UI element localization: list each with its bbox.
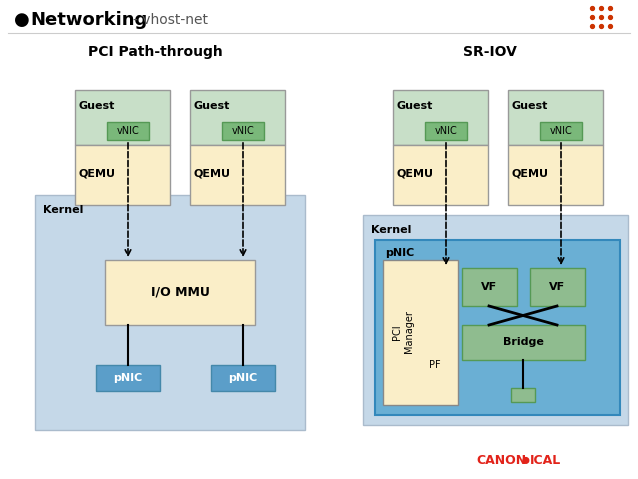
Text: QEMU: QEMU bbox=[193, 168, 230, 178]
Bar bbox=[511, 388, 535, 402]
Text: ICAL: ICAL bbox=[530, 454, 561, 467]
Bar bbox=[75, 90, 170, 145]
Text: Guest: Guest bbox=[79, 101, 115, 111]
Bar bbox=[96, 365, 160, 391]
Bar bbox=[35, 195, 305, 430]
Text: vNIC: vNIC bbox=[232, 126, 255, 136]
Text: QEMU: QEMU bbox=[396, 168, 433, 178]
Text: Guest: Guest bbox=[194, 101, 230, 111]
Text: VF: VF bbox=[549, 282, 565, 292]
Text: Kernel: Kernel bbox=[371, 225, 411, 235]
Text: vNIC: vNIC bbox=[117, 126, 139, 136]
Text: PCI
Manager: PCI Manager bbox=[392, 310, 414, 354]
Bar bbox=[462, 325, 585, 360]
Text: ●: ● bbox=[14, 11, 30, 29]
Bar bbox=[508, 145, 603, 205]
Bar bbox=[363, 215, 628, 425]
Text: vNIC: vNIC bbox=[549, 126, 572, 136]
Text: Guest: Guest bbox=[512, 101, 548, 111]
Bar bbox=[107, 122, 149, 140]
Bar bbox=[508, 90, 603, 145]
Bar bbox=[190, 145, 285, 205]
Text: vNIC: vNIC bbox=[434, 126, 457, 136]
Bar bbox=[75, 145, 170, 205]
Bar bbox=[425, 122, 467, 140]
Text: pNIC: pNIC bbox=[228, 373, 258, 383]
Bar bbox=[393, 90, 488, 145]
Bar bbox=[383, 260, 458, 405]
Bar bbox=[105, 260, 255, 325]
Bar bbox=[190, 90, 285, 145]
Bar bbox=[540, 122, 582, 140]
Text: PF: PF bbox=[429, 360, 441, 370]
Bar bbox=[393, 145, 488, 205]
Text: I/O MMU: I/O MMU bbox=[151, 285, 209, 298]
Text: pNIC: pNIC bbox=[385, 248, 415, 258]
Bar bbox=[530, 268, 585, 306]
Bar bbox=[462, 268, 517, 306]
Text: Bridge: Bridge bbox=[503, 337, 544, 347]
Bar bbox=[222, 122, 264, 140]
Text: Kernel: Kernel bbox=[43, 205, 83, 215]
Text: pNIC: pNIC bbox=[114, 373, 143, 383]
Text: QEMU: QEMU bbox=[78, 168, 115, 178]
Text: SR-IOV: SR-IOV bbox=[463, 45, 517, 59]
Text: - vhost-net: - vhost-net bbox=[133, 13, 208, 27]
Text: ⬤: ⬤ bbox=[522, 456, 530, 464]
Text: VF: VF bbox=[481, 282, 497, 292]
Text: Networking: Networking bbox=[30, 11, 147, 29]
Text: PCI Path-through: PCI Path-through bbox=[87, 45, 223, 59]
Text: QEMU: QEMU bbox=[512, 168, 549, 178]
Text: Guest: Guest bbox=[397, 101, 433, 111]
Bar bbox=[211, 365, 275, 391]
Bar bbox=[375, 240, 620, 415]
Text: CANON: CANON bbox=[476, 454, 526, 467]
